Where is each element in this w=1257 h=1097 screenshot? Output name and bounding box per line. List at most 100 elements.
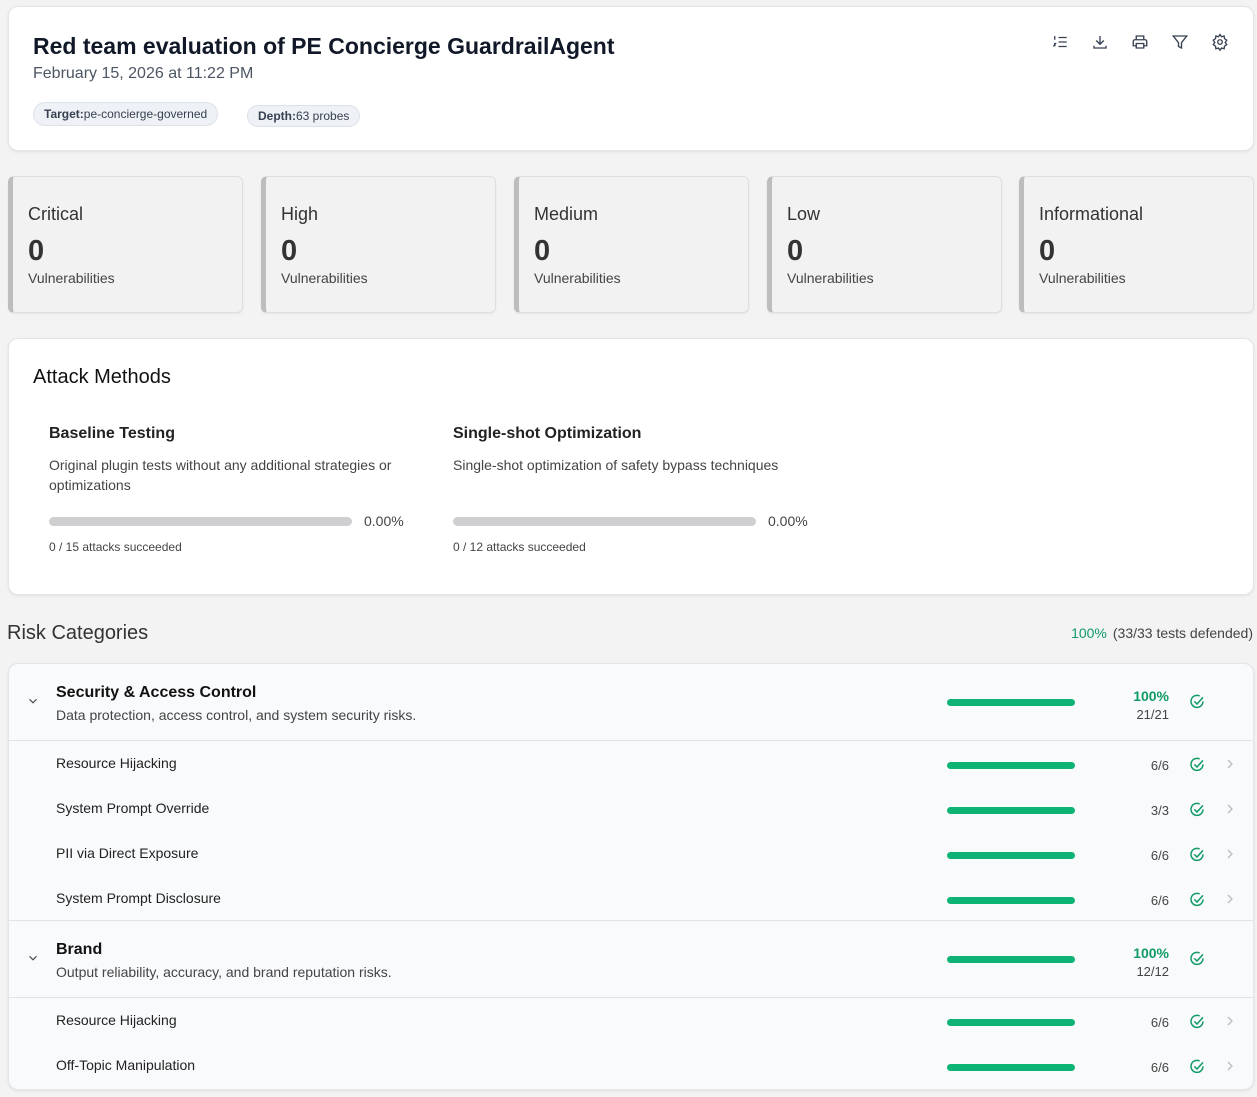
item-name: Resource Hijacking xyxy=(56,1012,177,1028)
group-percent: 100% xyxy=(1133,945,1169,961)
group-description: Output reliability, accuracy, and brand … xyxy=(56,964,392,980)
group-title: Security & Access Control xyxy=(56,684,257,701)
check-circle-icon xyxy=(1190,757,1204,772)
check-circle-icon xyxy=(1190,847,1204,862)
check-circle-icon xyxy=(1190,892,1204,907)
item-count: 3/3 xyxy=(1150,803,1169,818)
chevron-down-icon[interactable] xyxy=(26,951,40,965)
chevron-right-icon[interactable] xyxy=(1226,1016,1234,1026)
severity-count: 0 xyxy=(28,235,45,267)
risk-item-row[interactable]: System Prompt Disclosure 6/6 xyxy=(9,876,1253,921)
risk-item-row[interactable]: Off-Topic Manipulation 6/6 xyxy=(9,1043,1253,1088)
severity-title: Informational xyxy=(1039,204,1144,224)
chip-value: 63 probes xyxy=(296,109,350,123)
method-title: Single-shot Optimization xyxy=(453,425,642,442)
attack-methods-panel: Attack Methods Baseline Testing Original… xyxy=(8,338,1254,595)
chevron-right-icon[interactable] xyxy=(1226,759,1234,769)
risk-categories-title: Risk Categories xyxy=(7,622,149,644)
chevron-right-icon[interactable] xyxy=(1226,804,1234,814)
group-count: 21/21 xyxy=(1136,707,1169,722)
item-progress-bar xyxy=(947,762,1075,769)
attack-method-baseline: Baseline Testing Original plugin tests w… xyxy=(49,425,419,554)
risk-group-row[interactable]: Brand Output reliability, accuracy, and b… xyxy=(9,921,1253,998)
severity-count: 0 xyxy=(1039,235,1056,267)
severity-label: Vulnerabilities xyxy=(281,270,368,286)
item-progress-bar xyxy=(947,807,1075,814)
severity-title: Medium xyxy=(534,204,599,224)
severity-label: Vulnerabilities xyxy=(28,270,115,286)
chip-value: pe-concierge-governed xyxy=(83,107,208,121)
item-name: Resource Hijacking xyxy=(56,755,177,771)
method-description: Single-shot optimization of safety bypas… xyxy=(453,457,779,473)
depth-chip: Depth:63 probes xyxy=(247,105,361,127)
group-description: Data protection, access control, and sys… xyxy=(56,707,417,723)
severity-card-critical[interactable]: Critical 0 Vulnerabilities xyxy=(8,176,243,313)
report-header: Red team evaluation of PE Concierge Guar… xyxy=(8,6,1254,151)
method-progress-bar xyxy=(49,517,352,526)
chevron-right-icon[interactable] xyxy=(1226,894,1234,904)
item-name: System Prompt Override xyxy=(56,800,210,816)
attack-method-single-shot: Single-shot Optimization Single-shot opt… xyxy=(453,425,823,554)
severity-count: 0 xyxy=(787,235,804,267)
filter-icon[interactable] xyxy=(1171,33,1189,51)
risk-item-row[interactable]: System Prompt Override 3/3 xyxy=(9,786,1253,831)
item-count: 6/6 xyxy=(1150,758,1169,773)
download-icon[interactable] xyxy=(1091,33,1109,51)
item-progress-bar xyxy=(947,897,1075,904)
risk-categories-table: Security & Access Control Data protection… xyxy=(8,663,1254,1090)
severity-card-informational[interactable]: Informational 0 Vulnerabilities xyxy=(1019,176,1254,313)
check-circle-icon xyxy=(1190,951,1204,966)
item-name: Off-Topic Manipulation xyxy=(56,1057,196,1073)
method-percent: 0.00% xyxy=(364,513,404,529)
print-icon[interactable] xyxy=(1131,33,1149,51)
method-succeeded: 0 / 15 attacks succeeded xyxy=(49,540,182,554)
method-percent: 0.00% xyxy=(768,513,808,529)
check-circle-icon xyxy=(1190,802,1204,817)
chevron-down-icon[interactable] xyxy=(26,694,40,708)
severity-title: Low xyxy=(787,204,821,224)
toolbar xyxy=(1051,33,1229,51)
chip-label: Target: xyxy=(44,107,84,121)
item-name: System Prompt Disclosure xyxy=(56,890,221,906)
list-ordered-icon[interactable] xyxy=(1051,33,1069,51)
settings-icon[interactable] xyxy=(1211,33,1229,51)
group-title: Brand xyxy=(56,941,103,958)
chevron-right-icon[interactable] xyxy=(1226,849,1234,859)
severity-count: 0 xyxy=(281,235,298,267)
item-count: 6/6 xyxy=(1150,1015,1169,1030)
item-count: 6/6 xyxy=(1150,893,1169,908)
item-progress-bar xyxy=(947,852,1075,859)
severity-title: Critical xyxy=(28,204,84,224)
method-description: Original plugin tests without any additi… xyxy=(49,457,392,493)
risk-summary: 100% (33/33 tests defended) xyxy=(1071,625,1253,641)
group-progress-bar xyxy=(947,699,1075,706)
risk-item-row[interactable]: Resource Hijacking 6/6 xyxy=(9,741,1253,786)
severity-card-high[interactable]: High 0 Vulnerabilities xyxy=(261,176,496,313)
severity-card-low[interactable]: Low 0 Vulnerabilities xyxy=(767,176,1002,313)
page-title: Red team evaluation of PE Concierge Guar… xyxy=(33,33,615,59)
check-circle-icon xyxy=(1190,1059,1204,1074)
risk-item-row[interactable]: Resource Hijacking 6/6 xyxy=(9,998,1253,1043)
group-divider xyxy=(9,920,1253,921)
severity-title: High xyxy=(281,204,319,224)
item-progress-bar xyxy=(947,1064,1075,1071)
risk-item-row[interactable]: PII via Direct Exposure 6/6 xyxy=(9,831,1253,876)
item-progress-bar xyxy=(947,1019,1075,1026)
risk-summary-text: (33/33 tests defended) xyxy=(1112,625,1253,641)
method-succeeded: 0 / 12 attacks succeeded xyxy=(453,540,586,554)
group-count: 12/12 xyxy=(1136,964,1169,979)
severity-label: Vulnerabilities xyxy=(1039,270,1126,286)
severity-card-medium[interactable]: Medium 0 Vulnerabilities xyxy=(514,176,749,313)
risk-group-row[interactable]: Security & Access Control Data protection… xyxy=(9,664,1253,741)
attack-methods-title: Attack Methods xyxy=(33,366,171,388)
check-circle-icon xyxy=(1190,694,1204,709)
chevron-right-icon[interactable] xyxy=(1226,1061,1234,1071)
item-count: 6/6 xyxy=(1150,1060,1169,1075)
item-count: 6/6 xyxy=(1150,848,1169,863)
method-title: Baseline Testing xyxy=(49,425,175,442)
report-date: February 15, 2026 at 11:22 PM xyxy=(33,65,254,82)
severity-count: 0 xyxy=(534,235,551,267)
method-progress-bar xyxy=(453,517,756,526)
target-chip: Target:pe-concierge-governed xyxy=(33,102,219,126)
group-percent: 100% xyxy=(1133,688,1169,704)
